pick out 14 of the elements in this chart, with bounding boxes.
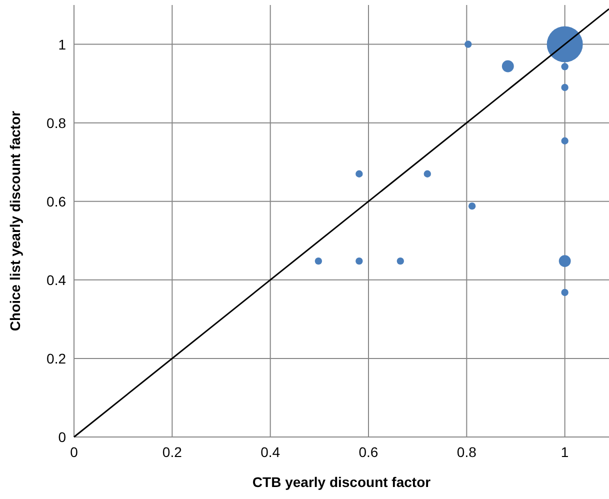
x-tick-label: 0.6 xyxy=(358,444,378,460)
y-tick-label: 0.6 xyxy=(46,193,66,210)
x-tick-label: 0.4 xyxy=(260,444,280,460)
y-tick-label: 0 xyxy=(58,429,66,445)
x-tick-label: 0.8 xyxy=(456,444,477,460)
x-tick-label: 1 xyxy=(560,444,569,460)
y-tick-label: 1 xyxy=(58,36,66,52)
y-tick-label: 0.8 xyxy=(46,114,66,131)
y-tick-label: 0.4 xyxy=(46,272,66,288)
x-axis-title: CTB yearly discount factor xyxy=(252,474,432,490)
x-tick-label: 0.2 xyxy=(162,444,182,460)
y-tick-label: 0.2 xyxy=(46,350,66,366)
y-axis-title: Choice list yearly discount factor xyxy=(7,110,23,332)
x-tick-label: 0 xyxy=(70,444,78,460)
